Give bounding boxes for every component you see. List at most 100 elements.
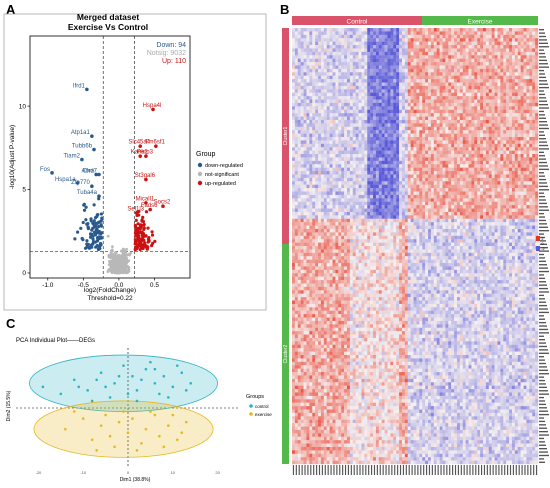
heatmap-cell [390, 41, 394, 46]
heatmap-cell [462, 45, 466, 49]
volcano-xlabel: log2(FoldChange) [84, 287, 136, 294]
heatmap-cell [312, 75, 316, 80]
heatmap-cell [329, 160, 333, 165]
heatmap-cell [378, 109, 382, 114]
heatmap-cell [520, 41, 524, 46]
heatmap-cell [425, 38, 429, 42]
heatmap-cell [323, 167, 327, 172]
heatmap-cell [491, 109, 495, 114]
heatmap-cell [335, 171, 339, 175]
heatmap-cell [318, 188, 322, 192]
heatmap-cell [335, 92, 339, 97]
heatmap-cell [506, 55, 510, 59]
heatmap-cell [454, 150, 458, 155]
heatmap-cell [514, 82, 518, 87]
heatmap-cell [459, 116, 463, 121]
heatmap-cell [483, 123, 487, 127]
heatmap-cell [407, 191, 411, 196]
heatmap-cell [468, 184, 472, 189]
heatmap-cell [300, 31, 304, 36]
heatmap-cell [297, 137, 301, 141]
heatmap-cell [318, 167, 322, 172]
heatmap-cell [370, 140, 374, 145]
heatmap-cell [514, 31, 518, 36]
heatmap-cell [329, 28, 333, 32]
heatmap-cell [300, 34, 304, 39]
heatmap-cell [517, 102, 521, 107]
heatmap-cell [346, 28, 351, 32]
heatmap-cell [387, 85, 391, 90]
heatmap-cell [506, 85, 510, 90]
heatmap-cell [413, 126, 417, 131]
heatmap-cell [526, 133, 530, 138]
heatmap-cell [384, 38, 388, 42]
heatmap-cell [344, 72, 348, 76]
heatmap-cell [491, 133, 495, 138]
heatmap-cell [399, 126, 403, 131]
heatmap-cell [370, 28, 374, 32]
heatmap-cell [387, 150, 391, 155]
heatmap-cell [404, 171, 408, 175]
heatmap-cell [511, 181, 516, 185]
heatmap-cell [390, 92, 394, 97]
heatmap-cell [462, 130, 466, 134]
heatmap-cell [529, 102, 533, 107]
heatmap-cell [511, 28, 516, 32]
heatmap-cell [483, 154, 487, 158]
heatmap-cell [309, 79, 313, 83]
heatmap-cell [503, 188, 507, 192]
point-notsig [113, 266, 117, 269]
heatmap-cell [329, 102, 333, 107]
heatmap-cell [509, 48, 513, 53]
heatmap-cell [477, 147, 481, 151]
heatmap-cell [529, 143, 533, 148]
heatmap-cell [428, 184, 432, 189]
heatmap-cell [520, 51, 524, 56]
heatmap-cell [506, 65, 510, 70]
heatmap-cell [448, 58, 452, 63]
heatmap-cell [361, 75, 365, 80]
heatmap-cell [462, 184, 466, 189]
heatmap-cell [338, 177, 342, 182]
heatmap-cell [442, 62, 446, 66]
heatmap-cell [361, 133, 365, 138]
heatmap-cell [401, 34, 406, 39]
heatmap-cell [477, 75, 481, 80]
heatmap-cell [474, 82, 478, 87]
heatmap-cell [497, 181, 501, 185]
heatmap-cell [320, 62, 325, 66]
heatmap-cell [358, 99, 362, 104]
heatmap-cell [320, 188, 325, 192]
heatmap-cell [433, 106, 437, 110]
heatmap-cell [454, 45, 458, 49]
heatmap-cell [451, 113, 455, 117]
heatmap-cell [318, 130, 322, 134]
heatmap-cell [323, 109, 327, 114]
heatmap-cell [341, 191, 345, 196]
heatmap-cell [483, 133, 487, 138]
heatmap-cell [517, 109, 521, 114]
heatmap-cell [326, 177, 330, 182]
heatmap-cell [355, 177, 359, 182]
heatmap-cell [355, 31, 359, 36]
heatmap-cell [500, 75, 504, 80]
heatmap-cell [488, 119, 492, 124]
heatmap-cell [393, 55, 397, 59]
heatmap-cell [465, 160, 469, 165]
heatmap-cell [474, 113, 478, 117]
heatmap-cell [535, 96, 539, 100]
heatmap-cell [480, 38, 484, 42]
heatmap-cell [448, 51, 452, 56]
heatmap-cell [326, 65, 330, 70]
heatmap-cell [335, 79, 339, 83]
heatmap-cell [315, 82, 319, 87]
heatmap-cell [430, 133, 435, 138]
heatmap-cell [514, 119, 518, 124]
heatmap-cell [399, 113, 403, 117]
heatmap-cell [344, 174, 348, 179]
heatmap-cell [471, 34, 475, 39]
heatmap-cell [294, 157, 298, 162]
heatmap-cell [471, 48, 475, 53]
heatmap-cell [430, 99, 435, 104]
heatmap-cell [335, 113, 339, 117]
